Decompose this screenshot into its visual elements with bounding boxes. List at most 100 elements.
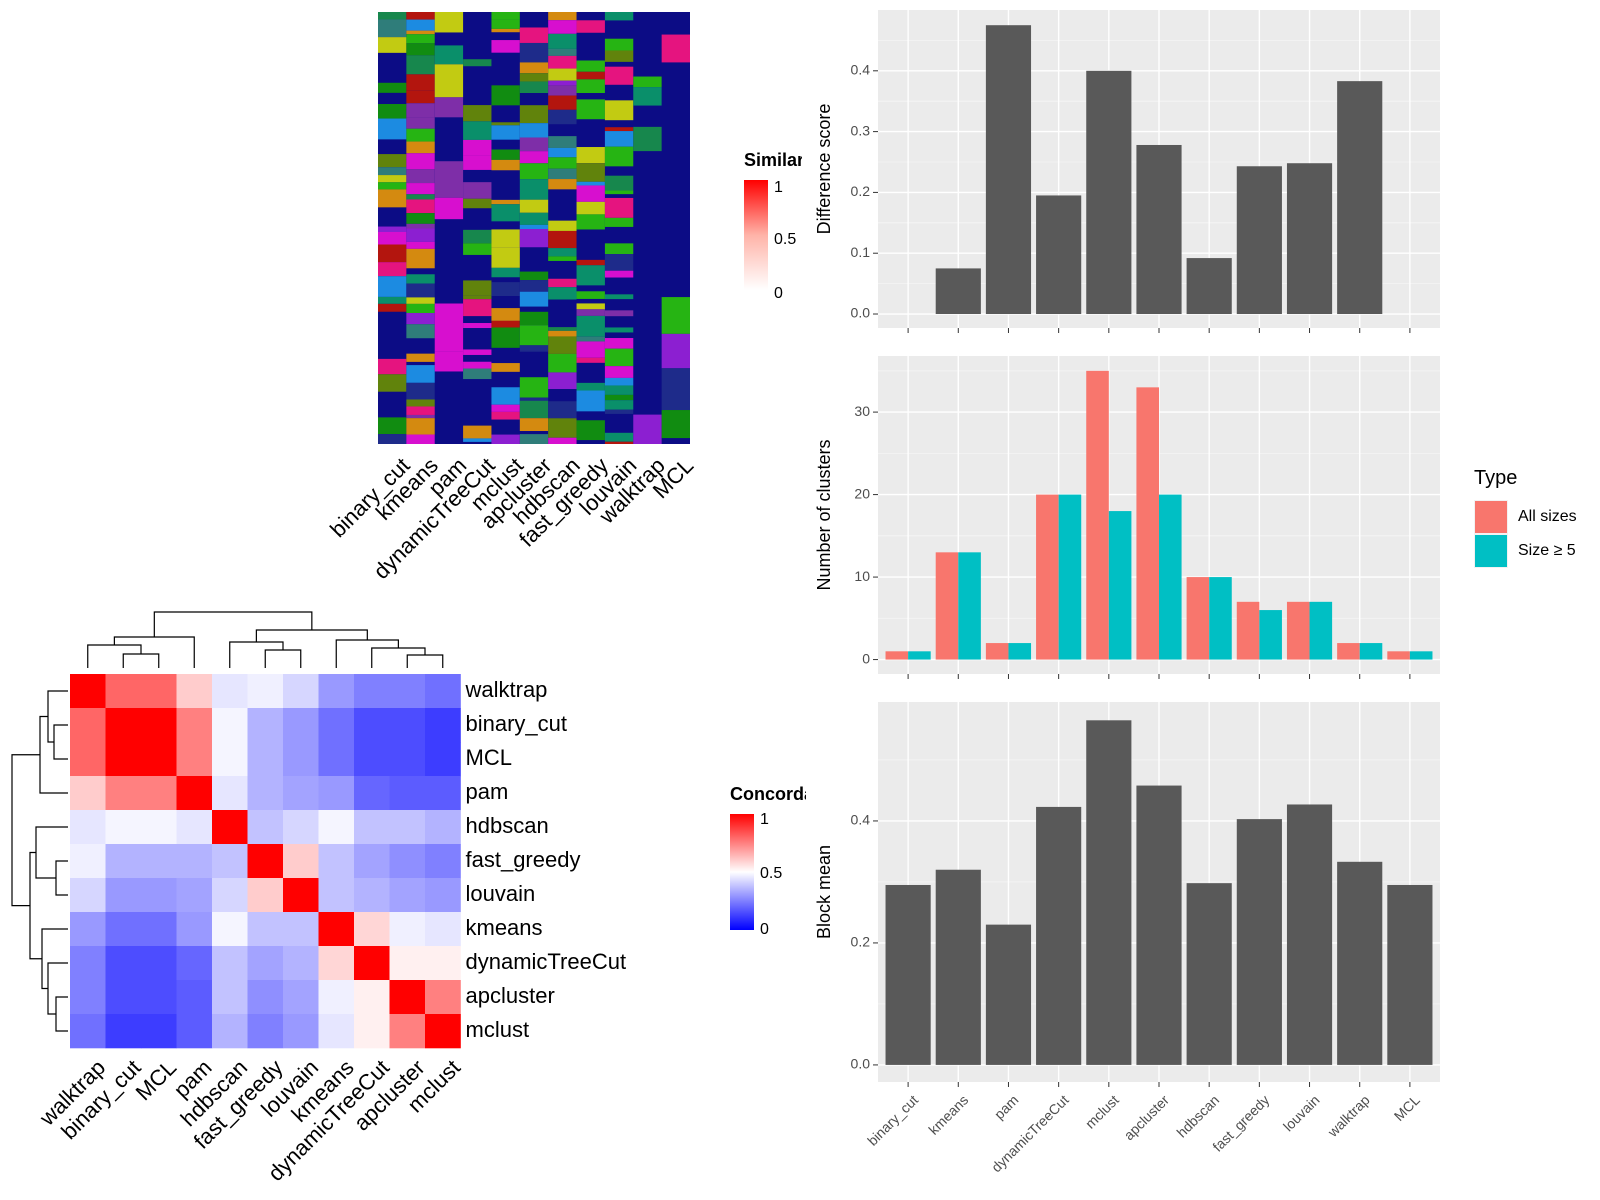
annotation-segment (633, 87, 662, 106)
concordance-cell (354, 708, 390, 743)
concordance-cell (141, 980, 177, 1015)
dendrogram-link (47, 962, 68, 1015)
bar (1186, 577, 1210, 660)
annotation-segment (604, 366, 634, 378)
dendrogram-link (371, 647, 426, 668)
annotation-segment (406, 399, 435, 407)
annotation-segment (406, 55, 435, 75)
x-tick-label: kmeans (925, 1092, 971, 1138)
concordance-cell (247, 742, 284, 777)
annotation-segment (519, 280, 549, 292)
annotation-segment (491, 204, 520, 222)
annotation-segment (406, 169, 435, 184)
concordance-cell (70, 946, 106, 981)
annotation-segment (604, 441, 634, 444)
concordance-cell (176, 674, 213, 709)
annotation-segment (548, 418, 577, 438)
annotation-segment (406, 248, 435, 269)
annotation-segment (548, 136, 577, 148)
annotation-segment (378, 37, 407, 53)
dendrogram-link (406, 654, 444, 668)
bar (1309, 601, 1333, 660)
concordance-cell (105, 1014, 142, 1049)
concordance-cell (141, 946, 177, 981)
y-axis-title: Block mean (814, 845, 834, 939)
annotation-segment (406, 213, 435, 224)
annotation-segment (576, 357, 605, 363)
dendrogram-link (335, 639, 399, 668)
concordance-cell (354, 742, 390, 777)
annotation-segment (406, 414, 435, 419)
annotation-segment (463, 323, 492, 329)
annotation-segment (406, 223, 435, 229)
concordance-cell (283, 810, 319, 845)
annotation-segment (604, 294, 634, 300)
annotation-segment (406, 19, 435, 31)
bar (1236, 819, 1282, 1065)
bar (1086, 720, 1132, 1065)
concordance-cell (283, 1014, 319, 1049)
bar (1058, 494, 1082, 660)
bar (1136, 144, 1182, 315)
dendrogram-link (122, 653, 160, 668)
annotation-segment (378, 182, 407, 190)
annotation-segment (519, 229, 549, 248)
y-tick-label: 0.4 (851, 812, 871, 828)
annotation-segment (604, 394, 634, 401)
bar (985, 643, 1009, 660)
concordance-cell (247, 708, 284, 743)
annotation-segment (548, 336, 577, 354)
annotation-segment (519, 397, 549, 401)
concordance-cell (176, 878, 213, 913)
annotation-segment (548, 168, 577, 180)
annotation-segment (548, 353, 577, 373)
annotation-segment (604, 131, 634, 147)
bar (1236, 166, 1282, 315)
annotation-segment (434, 161, 464, 198)
annotation-segment (548, 248, 577, 257)
annotation-segment (378, 154, 407, 168)
x-tick-label: MCL (1391, 1092, 1423, 1124)
annotation-segment (406, 34, 435, 44)
concordance-cell (425, 1014, 461, 1049)
annotation-segment (604, 338, 634, 349)
annotation-segment (406, 434, 435, 444)
concordance-cell (105, 742, 142, 777)
concordance-cell (212, 810, 248, 845)
bar (1086, 370, 1109, 660)
annotation-segment (576, 163, 605, 182)
bar (1086, 70, 1132, 315)
concordance-cell (247, 810, 284, 845)
annotation-segment (604, 38, 634, 51)
concordance-cell (176, 946, 213, 981)
annotation-segment (406, 141, 435, 154)
concordance-cell (176, 776, 213, 811)
annotation-segment (576, 185, 605, 202)
concordance-cell (105, 674, 142, 709)
concordance-cell (105, 878, 142, 913)
concordance-cell (212, 776, 248, 811)
x-tick-label: mclust (1082, 1092, 1122, 1132)
concordance-cell (318, 674, 355, 709)
annotation-segment (576, 79, 605, 94)
concordance-cell (283, 946, 319, 981)
annotation-segment (604, 409, 634, 414)
dendrogram-link (41, 928, 68, 990)
x-tick-label: apcluster (1121, 1092, 1173, 1144)
concordance-cell (425, 776, 461, 811)
concordance-row-label: hdbscan (466, 813, 549, 838)
bar (985, 924, 1032, 1065)
similarity-legend-tick: 0.5 (774, 231, 796, 248)
y-tick-label: 10 (854, 568, 870, 584)
annotation-segment (378, 232, 407, 245)
annotation-segment (576, 71, 605, 80)
concordance-cell (389, 1014, 426, 1049)
concordance-cell (141, 1014, 177, 1049)
type-legend: Type All sizes Size ≥ 5 (1474, 467, 1577, 568)
bar (1259, 610, 1282, 660)
annotation-segment (491, 404, 520, 412)
annotation-segment (434, 45, 464, 65)
annotation-segment (434, 197, 464, 220)
concordance-legend-tick: 1 (760, 811, 769, 828)
annotation-segment (463, 349, 492, 355)
